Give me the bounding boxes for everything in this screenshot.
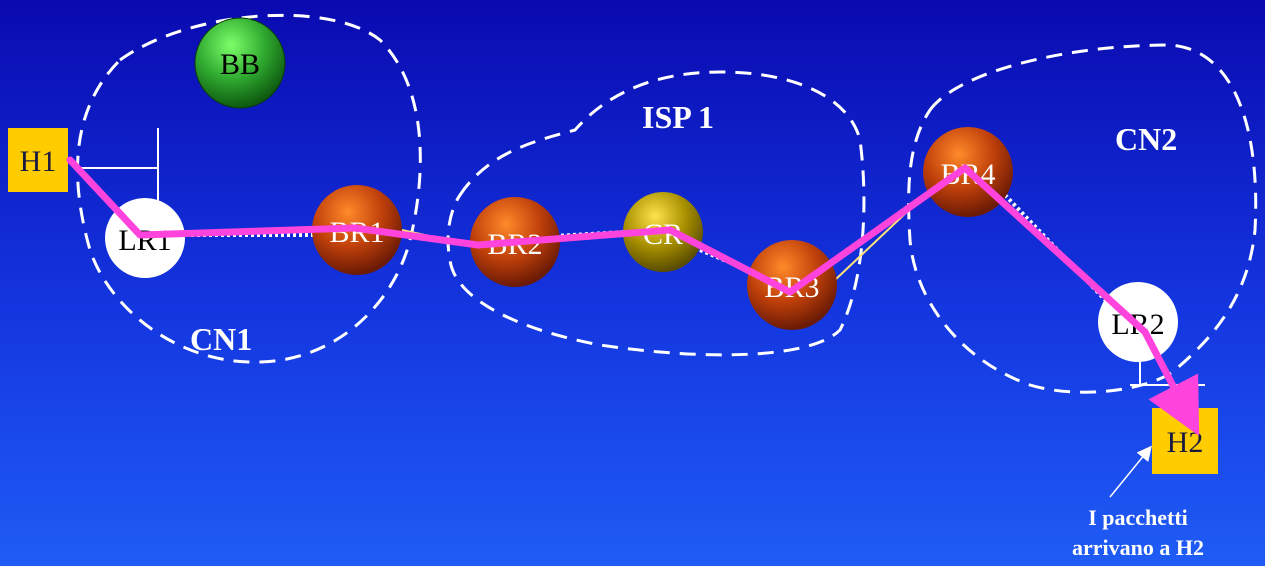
caption-arrow: [1109, 445, 1152, 498]
caption-line-1: I pacchetti: [1088, 505, 1188, 530]
h1-label: H1: [20, 145, 57, 178]
cn1-region-boundary: [76, 13, 422, 364]
h1-attachment: [75, 128, 159, 205]
border-router-br3[interactable]: BR3: [747, 240, 837, 330]
lr1-label: LR1: [118, 224, 171, 257]
cn2-region-boundary: [907, 43, 1258, 394]
h2-label: H2: [1167, 426, 1204, 459]
host-h2[interactable]: H2: [1152, 408, 1218, 474]
caption-line-2: arrivano a H2: [1072, 535, 1204, 560]
bb-label: BB: [220, 48, 260, 81]
bandwidth-broker-bb[interactable]: BB: [194, 17, 286, 109]
isp1-region-boundary: [446, 70, 866, 357]
packet-path-arrow: [66, 156, 1200, 437]
cn1-label: CN1: [190, 321, 252, 357]
host-h1[interactable]: H1: [8, 128, 68, 192]
cn2-label: CN2: [1115, 121, 1177, 157]
isp1-label: ISP 1: [642, 99, 714, 135]
